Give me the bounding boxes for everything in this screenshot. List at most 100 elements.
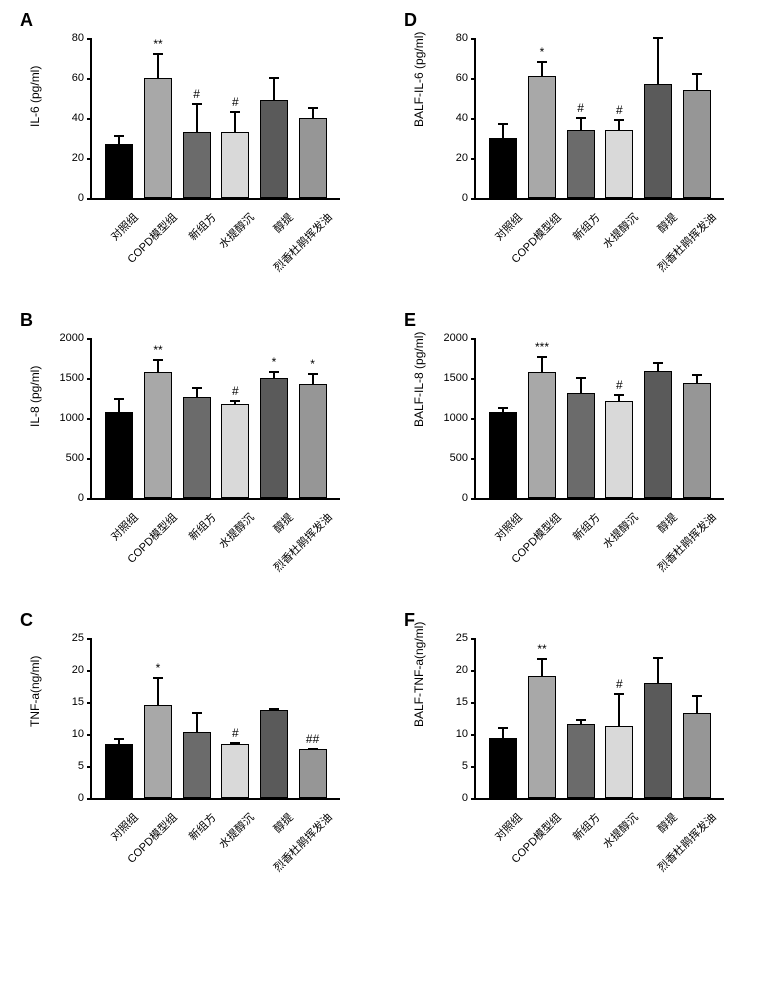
error-bar: [541, 356, 543, 373]
bar-group: #: [605, 726, 633, 798]
significance-marker: **: [537, 642, 546, 656]
significance-marker: #: [616, 103, 623, 117]
bar-group: [567, 393, 595, 498]
y-tick: 500: [436, 452, 476, 464]
error-bar: [312, 748, 314, 750]
bar: *: [528, 76, 556, 198]
x-tick-label: 水提醇沉: [229, 798, 249, 818]
y-tick: 1000: [52, 412, 92, 424]
bar: [683, 713, 711, 798]
x-tick-label: 新组方: [575, 798, 595, 818]
chart-container: BALF-IL-8 (pg/ml)0500100015002000***#对照组…: [414, 330, 748, 600]
bar: [260, 710, 288, 798]
bar-group: [105, 412, 133, 498]
y-tick: 80: [436, 32, 476, 44]
bar: #: [605, 130, 633, 198]
bar-group: *: [144, 705, 172, 798]
error-bar: [157, 53, 159, 79]
significance-marker: #: [577, 101, 584, 115]
y-tick: 0: [436, 492, 476, 504]
bar-group: [683, 90, 711, 198]
x-tick-label: 醇提: [268, 498, 288, 518]
panel-F: FBALF-TNF-a(ng/ml)0510152025**#对照组COPD模型…: [404, 610, 748, 900]
bar-group: [260, 710, 288, 798]
x-tick-label: 烈香杜鹃挥发油: [307, 798, 327, 818]
y-tick: 1500: [436, 372, 476, 384]
chart-container: BALF-IL-6 (pg/ml)020406080*##对照组COPD模型组新…: [414, 30, 748, 300]
bar-group: [489, 138, 517, 198]
x-tick-label: 水提醇沉: [613, 498, 633, 518]
bar: [105, 744, 133, 798]
bar: ##: [299, 749, 327, 798]
y-tick: 1000: [436, 412, 476, 424]
significance-marker: **: [153, 343, 162, 357]
y-tick: 2000: [52, 332, 92, 344]
significance-marker: #: [232, 384, 239, 398]
y-tick: 20: [436, 152, 476, 164]
bar: **: [144, 78, 172, 198]
error-bar: [541, 658, 543, 677]
error-bar: [657, 37, 659, 85]
panel-E: EBALF-IL-8 (pg/ml)0500100015002000***#对照…: [404, 310, 748, 600]
bar-group: [489, 412, 517, 498]
error-bar: [196, 712, 198, 733]
bar: [299, 118, 327, 198]
error-bar: [657, 362, 659, 372]
y-tick: 20: [52, 664, 92, 676]
x-tick-label: 水提醇沉: [613, 798, 633, 818]
panel-label: B: [20, 310, 33, 331]
bar-group: #: [221, 744, 249, 798]
bar: **: [144, 372, 172, 498]
panel-label: C: [20, 610, 33, 631]
plot-area: 0500100015002000**#**对照组COPD模型组新组方水提醇沉醇提…: [90, 340, 340, 500]
bar: *: [299, 384, 327, 498]
bar: [489, 412, 517, 498]
y-tick: 25: [436, 632, 476, 644]
bar-group: [260, 100, 288, 198]
bar-group: [644, 84, 672, 198]
bar: [105, 144, 133, 198]
bar-group: **: [528, 676, 556, 798]
significance-marker: #: [616, 677, 623, 691]
panel-D: DBALF-IL-6 (pg/ml)020406080*##对照组COPD模型组…: [404, 10, 748, 300]
y-tick: 60: [436, 72, 476, 84]
panel-label: E: [404, 310, 416, 331]
x-tick-label: COPD模型组: [536, 198, 556, 218]
chart-container: IL-6 (pg/ml)020406080**##对照组COPD模型组新组方水提…: [30, 30, 364, 300]
bar: [260, 100, 288, 198]
bar: *: [260, 378, 288, 498]
error-bar: [618, 693, 620, 727]
error-bar: [312, 107, 314, 119]
bar-group: [183, 732, 211, 798]
x-tick-label: 烈香杜鹃挥发油: [307, 498, 327, 518]
bar-group: [644, 683, 672, 798]
x-tick-label: 对照组: [498, 198, 518, 218]
x-tick-label: 烈香杜鹃挥发油: [691, 498, 711, 518]
bar: #: [221, 132, 249, 198]
bar-group: #: [605, 130, 633, 198]
plot-area: 020406080**##对照组COPD模型组新组方水提醇沉醇提烈香杜鹃挥发油: [90, 40, 340, 200]
bars-group: ***#: [476, 340, 724, 498]
significance-marker: ***: [535, 340, 549, 354]
error-bar: [580, 377, 582, 395]
y-tick: 80: [52, 32, 92, 44]
bar-group: [683, 713, 711, 798]
y-tick: 20: [436, 664, 476, 676]
bars-group: * # #: [476, 40, 724, 198]
significance-marker: #: [232, 95, 239, 109]
bars-group: ** #: [476, 640, 724, 798]
bars-group: *###: [92, 640, 340, 798]
error-bar: [196, 387, 198, 398]
chart-container: IL-8 (pg/ml)0500100015002000**#**对照组COPD…: [30, 330, 364, 600]
y-tick: 10: [436, 728, 476, 740]
x-tick-label: 新组方: [575, 498, 595, 518]
x-tick-label: COPD模型组: [152, 498, 172, 518]
y-tick: 15: [52, 696, 92, 708]
bar-group: [489, 738, 517, 798]
bars-group: ** # #: [92, 40, 340, 198]
significance-marker: *: [156, 661, 161, 675]
bar: [683, 383, 711, 498]
error-bar: [234, 111, 236, 133]
x-tick-label: COPD模型组: [152, 198, 172, 218]
bar: [489, 138, 517, 198]
